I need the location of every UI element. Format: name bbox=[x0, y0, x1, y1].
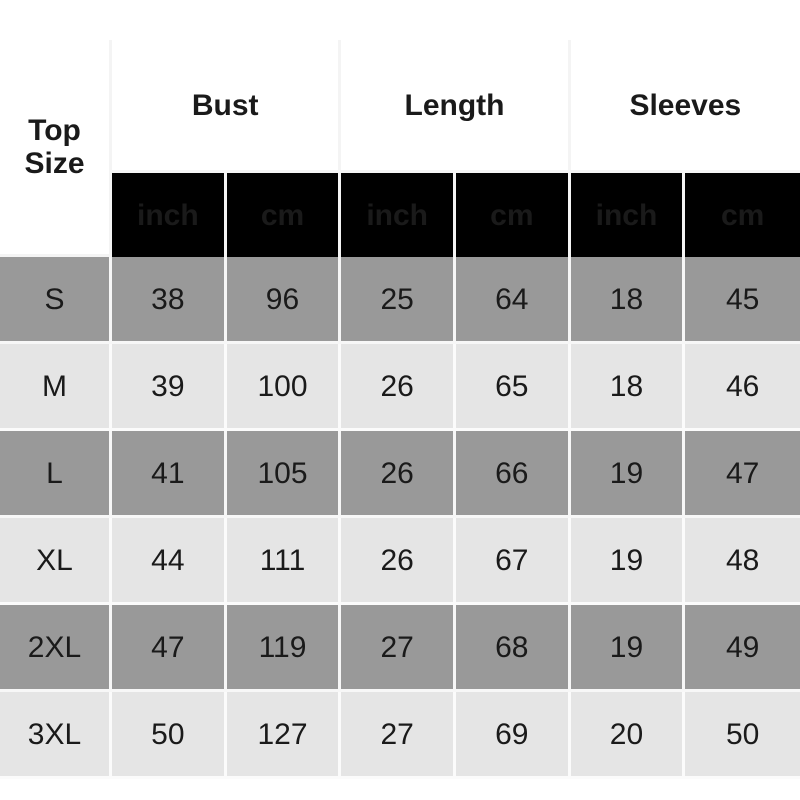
table-cell: 49 bbox=[685, 605, 800, 692]
table-cell: 50 bbox=[112, 692, 227, 779]
stub-label-line2: Size bbox=[24, 147, 85, 180]
table-cell: 18 bbox=[570, 344, 686, 431]
unit-header-row: inch cm inch cm inch cm bbox=[0, 173, 800, 257]
row-size-label: 2XL bbox=[0, 605, 112, 692]
table-row: 2XL 47 119 27 68 19 49 bbox=[0, 605, 800, 692]
table-cell: 45 bbox=[685, 257, 800, 344]
unit-header-bust-cm: cm bbox=[226, 173, 342, 257]
table-cell: 127 bbox=[226, 692, 342, 779]
table-cell: 66 bbox=[455, 431, 571, 518]
table-row: 3XL 50 127 27 69 20 50 bbox=[0, 692, 800, 779]
table-body: S 38 96 25 64 18 45 M 39 100 26 65 18 46 L 41 105 26 66 19 4… bbox=[0, 257, 800, 779]
group-header-row: Top Size Bust Length Sleeves bbox=[0, 40, 800, 257]
table-cell: 68 bbox=[455, 605, 571, 692]
table-head: Top Size Bust Length Sleeves inch cm inc… bbox=[0, 40, 800, 257]
table-cell: 69 bbox=[455, 692, 571, 779]
table-cell: 44 bbox=[112, 518, 227, 605]
table-cell: 48 bbox=[685, 518, 800, 605]
group-header-bust: Bust bbox=[112, 40, 342, 173]
table-row: S 38 96 25 64 18 45 bbox=[0, 257, 800, 344]
table-cell: 41 bbox=[112, 431, 227, 518]
row-size-label: M bbox=[0, 344, 112, 431]
top-size-stub-header: Top Size bbox=[0, 40, 112, 257]
table-cell: 64 bbox=[455, 257, 571, 344]
table-cell: 19 bbox=[570, 605, 686, 692]
unit-header-length-cm: cm bbox=[455, 173, 571, 257]
top-size-chart-table: Top Size Bust Length Sleeves inch cm inc… bbox=[0, 40, 800, 779]
unit-header-length-inch: inch bbox=[341, 173, 456, 257]
row-size-label: S bbox=[0, 257, 112, 344]
unit-header-sleeves-inch: inch bbox=[570, 173, 686, 257]
unit-header-sleeves-cm: cm bbox=[685, 173, 800, 257]
table-cell: 100 bbox=[226, 344, 342, 431]
table-cell: 26 bbox=[341, 431, 456, 518]
table-cell: 105 bbox=[226, 431, 342, 518]
stub-label-line1: Top bbox=[28, 114, 81, 147]
row-size-label: L bbox=[0, 431, 112, 518]
table-cell: 18 bbox=[570, 257, 686, 344]
table-cell: 38 bbox=[112, 257, 227, 344]
table-cell: 119 bbox=[226, 605, 342, 692]
table-cell: 65 bbox=[455, 344, 571, 431]
table-cell: 50 bbox=[685, 692, 800, 779]
group-header-sleeves: Sleeves bbox=[570, 40, 800, 173]
table-cell: 67 bbox=[455, 518, 571, 605]
table-cell: 111 bbox=[226, 518, 342, 605]
unit-header-bust-inch: inch bbox=[112, 173, 227, 257]
table-cell: 19 bbox=[570, 518, 686, 605]
table-row: M 39 100 26 65 18 46 bbox=[0, 344, 800, 431]
table-row: XL 44 111 26 67 19 48 bbox=[0, 518, 800, 605]
table-cell: 27 bbox=[341, 605, 456, 692]
row-size-label: XL bbox=[0, 518, 112, 605]
table-cell: 26 bbox=[341, 344, 456, 431]
group-header-length: Length bbox=[341, 40, 571, 173]
table-cell: 46 bbox=[685, 344, 800, 431]
table-cell: 96 bbox=[226, 257, 342, 344]
table-cell: 27 bbox=[341, 692, 456, 779]
row-size-label: 3XL bbox=[0, 692, 112, 779]
table-cell: 19 bbox=[570, 431, 686, 518]
table-cell: 25 bbox=[341, 257, 456, 344]
table-cell: 39 bbox=[112, 344, 227, 431]
table-cell: 47 bbox=[685, 431, 800, 518]
table-cell: 47 bbox=[112, 605, 227, 692]
table-cell: 26 bbox=[341, 518, 456, 605]
table-row: L 41 105 26 66 19 47 bbox=[0, 431, 800, 518]
table-cell: 20 bbox=[570, 692, 686, 779]
